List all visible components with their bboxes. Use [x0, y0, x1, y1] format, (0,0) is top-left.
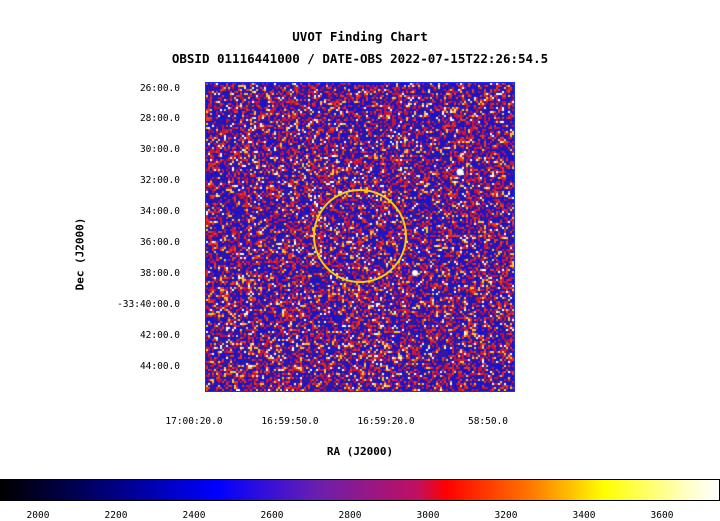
- y-tick-label: 42:00.0: [139, 330, 180, 341]
- x-tick-label: 16:59:50.0: [261, 416, 319, 427]
- colorbar-tick-label: 3200: [494, 510, 518, 521]
- y-tick-label: -33:40:00.0: [117, 299, 180, 310]
- colorbar-tick-label: 2400: [182, 510, 206, 521]
- colorbar-tick-label: 3600: [650, 510, 674, 521]
- y-tick-label: 44:00.0: [139, 361, 180, 372]
- image-overlay: [313, 189, 407, 283]
- chart-subtitle: OBSID 01116441000 / DATE-OBS 2022-07-15T…: [171, 51, 549, 66]
- y-tick-label: 28:00.0: [139, 113, 180, 124]
- y-tick-label: 36:00.0: [139, 237, 180, 248]
- colorbar-tick-label: 3400: [572, 510, 596, 521]
- y-tick-label: 38:00.0: [139, 268, 180, 279]
- colorbar-tick-label: 2600: [260, 510, 284, 521]
- colorbar-tick-label: 2800: [338, 510, 362, 521]
- y-tick-label: 32:00.0: [139, 175, 180, 186]
- finding-chart-image: [205, 82, 515, 392]
- x-axis-label: RA (J2000): [326, 445, 394, 458]
- source-region-circle: [313, 189, 407, 283]
- colorbar-tick-label: 2200: [104, 510, 128, 521]
- colorbar: [0, 479, 720, 501]
- sky-image-canvas: [206, 83, 514, 391]
- x-tick-label: 58:50.0: [467, 416, 509, 427]
- y-axis-label: Dec (J2000): [73, 217, 87, 291]
- y-tick-label: 30:00.0: [139, 144, 180, 155]
- x-tick-label: 16:59:20.0: [357, 416, 415, 427]
- colorbar-tick-label: 3000: [416, 510, 440, 521]
- colorbar-tick-label: 2000: [26, 510, 50, 521]
- chart-title: UVOT Finding Chart: [292, 29, 428, 44]
- x-tick-label: 17:00:20.0: [165, 416, 223, 427]
- y-tick-label: 26:00.0: [139, 83, 180, 94]
- y-tick-label: 34:00.0: [139, 206, 180, 217]
